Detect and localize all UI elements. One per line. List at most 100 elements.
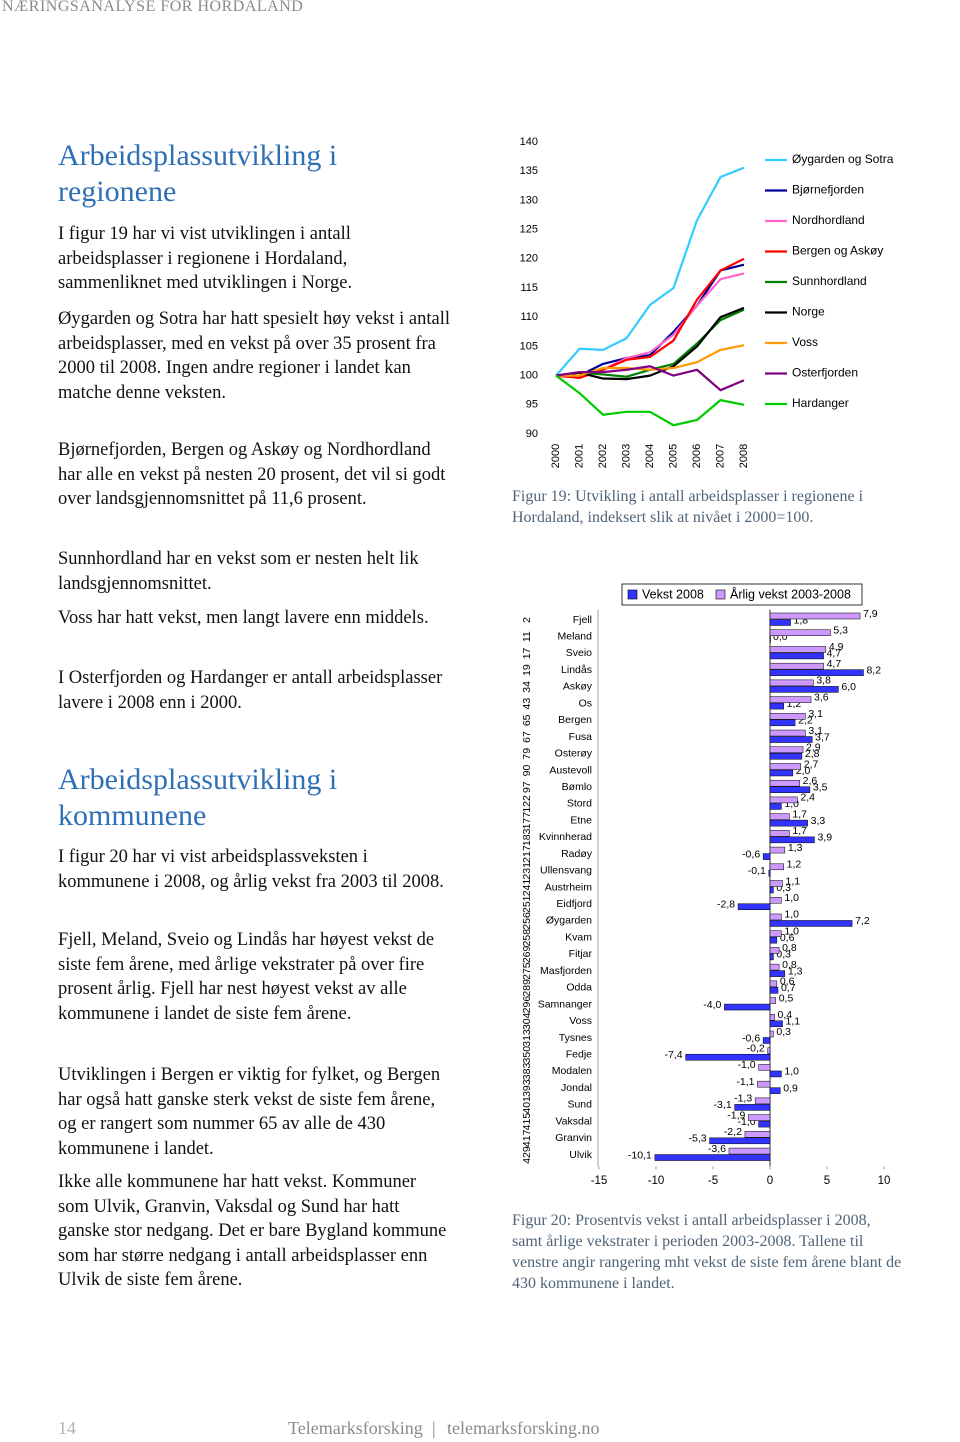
value-label: 3,3 xyxy=(811,815,826,827)
category-label: Fjell xyxy=(573,614,592,626)
value-label: 1,3 xyxy=(788,842,803,854)
category-label: Kvam xyxy=(565,931,592,943)
category-label: Kvinnherad xyxy=(539,831,592,843)
bar xyxy=(769,997,776,1004)
footer-url: telemarksforsking.no xyxy=(447,1418,600,1438)
bar xyxy=(762,853,771,860)
value-label: 2,6 xyxy=(803,775,818,787)
value-label: 2,9 xyxy=(806,742,821,754)
legend-label: Sunnhordland xyxy=(792,274,867,288)
value-label: -2,8 xyxy=(717,899,735,911)
value-label: 5,3 xyxy=(833,625,848,637)
x-tick-label: 2006 xyxy=(691,444,703,468)
category-label: Stord xyxy=(567,798,592,810)
paragraph: Voss har hatt vekst, men langt lavere en… xyxy=(58,608,429,628)
paragraph: Øygarden og Sotra har hatt spesielt høy … xyxy=(58,309,451,403)
value-label: 0,7 xyxy=(781,982,796,994)
value-label: 3,7 xyxy=(815,731,830,743)
bar xyxy=(769,1020,783,1028)
category-label: Tysnes xyxy=(559,1032,592,1044)
category-label: Fitjar xyxy=(569,948,593,960)
rank-label: 183 xyxy=(521,828,533,846)
x-tick-label: 5 xyxy=(824,1175,830,1187)
bar xyxy=(769,669,864,676)
value-label: 0,9 xyxy=(783,1082,798,1094)
bar xyxy=(769,779,800,787)
value-label: 1,1 xyxy=(786,875,801,887)
bar xyxy=(744,1131,771,1138)
value-label: 4,9 xyxy=(829,641,844,653)
bar xyxy=(769,696,812,703)
value-label: -1,3 xyxy=(734,1093,752,1105)
rank-label: 177 xyxy=(521,812,533,830)
value-label: -1,1 xyxy=(736,1076,754,1088)
value-label: 3,8 xyxy=(816,675,831,687)
value-label: 3,1 xyxy=(808,725,823,737)
bar xyxy=(769,963,780,971)
category-label: Fedje xyxy=(566,1049,592,1061)
bar xyxy=(757,1080,771,1088)
y-tick-label: 135 xyxy=(520,165,538,177)
category-label: Bergen xyxy=(558,714,592,726)
bar xyxy=(769,830,790,837)
bar xyxy=(769,846,786,854)
bar xyxy=(769,679,814,687)
category-label: Os xyxy=(579,697,592,709)
x-tick-label: 10 xyxy=(878,1175,891,1187)
rank-label: 90 xyxy=(521,764,533,776)
y-tick-label: 125 xyxy=(520,224,538,236)
legend-swatch xyxy=(627,589,638,600)
rank-label: 275 xyxy=(521,962,533,980)
category-label: Bømlo xyxy=(562,781,592,793)
bar xyxy=(769,646,827,653)
bar xyxy=(769,763,802,770)
bar xyxy=(769,880,783,887)
legend-label: Norge xyxy=(792,305,825,319)
value-label: -5,3 xyxy=(688,1133,706,1145)
bar xyxy=(769,719,796,727)
paragraph: I Osterfjorden og Hardanger er antall ar… xyxy=(58,668,443,713)
legend-label: Vekst 2008 xyxy=(642,587,704,601)
rank-label: 251 xyxy=(521,895,533,913)
paragraph: Ikke alle kommunene har hatt vekst. Komm… xyxy=(58,1172,447,1290)
value-label: 0,4 xyxy=(778,1009,793,1021)
value-label: 1,3 xyxy=(788,965,803,977)
bar xyxy=(762,1037,771,1044)
y-tick-label: 140 xyxy=(520,136,538,148)
bar xyxy=(769,913,782,921)
paragraph: Sunnhordland har en vekst som er nesten … xyxy=(58,549,419,594)
rank-label: 79 xyxy=(521,748,533,760)
value-label: -4,0 xyxy=(703,999,721,1011)
value-label: -0,6 xyxy=(742,1032,760,1044)
category-label: Fusa xyxy=(569,731,593,743)
rank-label: 258 xyxy=(521,929,533,947)
category-label: Osterøy xyxy=(555,748,593,760)
bar xyxy=(709,1137,771,1145)
value-label: 2,4 xyxy=(800,792,815,804)
x-tick-label: 2003 xyxy=(620,444,632,468)
category-label: Masfjorden xyxy=(540,965,592,977)
bar xyxy=(769,1087,781,1094)
value-label: 1,7 xyxy=(792,808,807,820)
rank-label: 241 xyxy=(521,879,533,897)
bar xyxy=(769,786,811,793)
category-label: Austrheim xyxy=(545,881,593,893)
value-label: 7,9 xyxy=(863,608,878,620)
rank-label: 350 xyxy=(521,1046,533,1064)
rank-label: 217 xyxy=(521,845,533,863)
value-label: 1,0 xyxy=(784,892,799,904)
rank-label: 383 xyxy=(521,1063,533,1081)
bar xyxy=(737,903,771,910)
y-tick-label: 95 xyxy=(526,399,538,411)
y-tick-label: 100 xyxy=(520,370,538,382)
category-label: Sund xyxy=(567,1099,592,1111)
value-label: 6,0 xyxy=(841,681,856,693)
value-label: 7,2 xyxy=(855,915,870,927)
category-label: Askøy xyxy=(563,681,593,693)
bar xyxy=(734,1104,771,1111)
rank-label: 122 xyxy=(521,795,533,813)
legend-label: Øygarden og Sotra xyxy=(792,152,894,166)
value-label: -10,1 xyxy=(628,1149,652,1161)
category-label: Etne xyxy=(570,814,592,826)
